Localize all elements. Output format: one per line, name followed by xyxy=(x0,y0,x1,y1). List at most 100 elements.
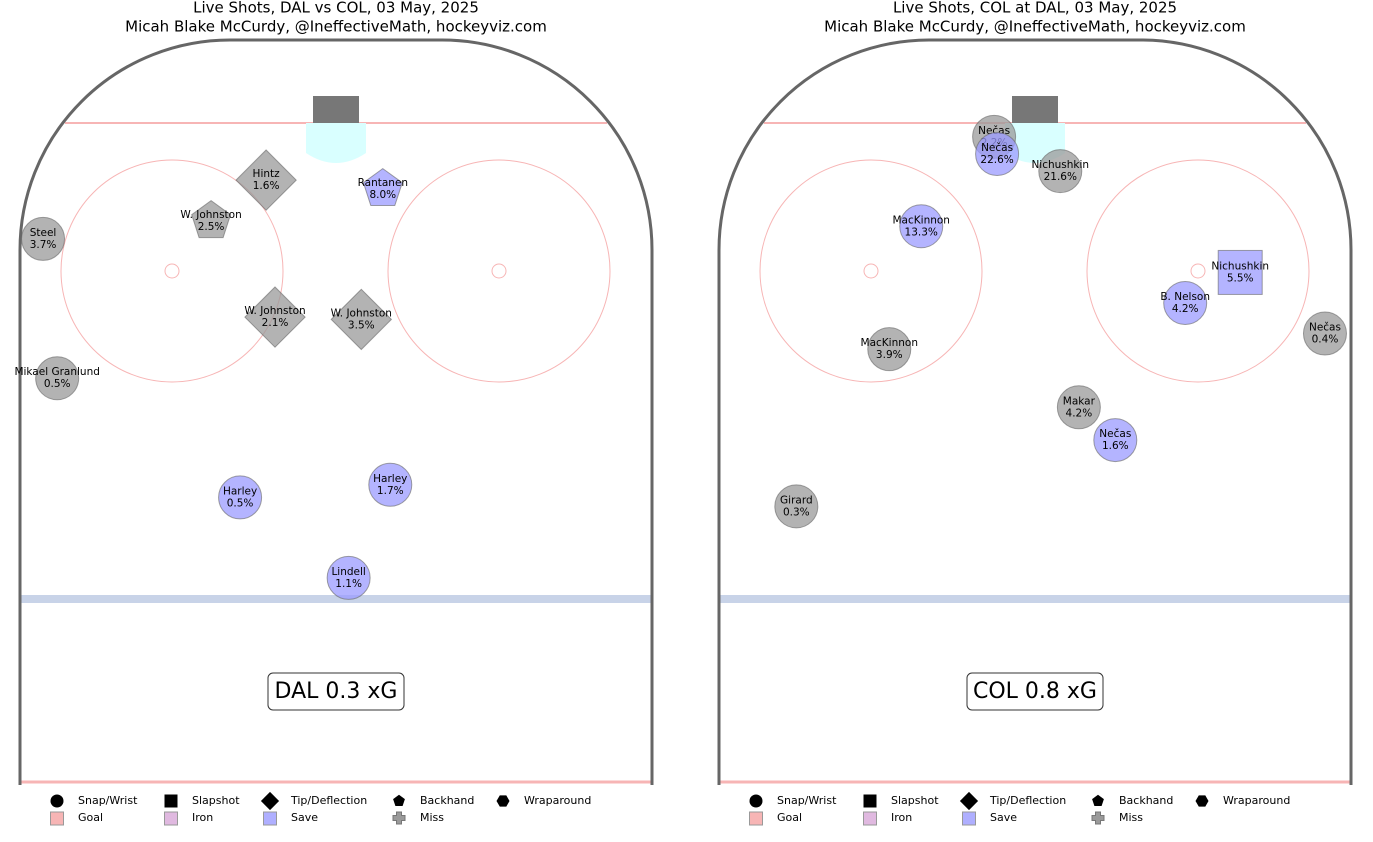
chart-title: Live Shots, DAL vs COL, 03 May, 2025 xyxy=(193,0,479,17)
faceoff-dot xyxy=(1190,263,1206,279)
shot-xg: 2.5% xyxy=(198,221,225,233)
legend-marker xyxy=(392,811,406,825)
shot-marker xyxy=(1056,385,1101,430)
shot-player: Mikael Granlund xyxy=(14,366,99,378)
shot-xg: 0.5% xyxy=(227,497,254,509)
legend-label: Slapshot xyxy=(192,794,240,807)
legend-label: Tip/Deflection xyxy=(290,794,367,807)
shot-player: W. Johnston xyxy=(244,305,305,317)
legend-marker xyxy=(1195,795,1209,807)
summary: DAL 0.3 xG xyxy=(275,679,398,704)
legend-label: Goal xyxy=(78,811,103,824)
shot-marker xyxy=(362,167,403,206)
shot-xg: 21.6% xyxy=(1044,171,1077,183)
faceoff-dot xyxy=(491,263,507,279)
legend-label: Wraparound xyxy=(524,794,591,807)
legend-label: Iron xyxy=(192,811,213,824)
shot-xg: 3.7% xyxy=(30,239,57,251)
shot-marker xyxy=(1163,280,1208,325)
faceoff-circle xyxy=(759,159,983,383)
legend-label: Backhand xyxy=(1119,794,1173,807)
panel: Live Shots, DAL vs COL, 03 May, 2025Mica… xyxy=(14,0,654,826)
shot-player: B. Nelson xyxy=(1160,291,1210,303)
shot-marker xyxy=(867,327,912,372)
shot-marker xyxy=(218,475,263,520)
shot-player: Nichushkin xyxy=(1031,159,1089,171)
shot-marker xyxy=(774,484,819,529)
shot-xg: 2.1% xyxy=(262,317,289,329)
faceoff-dot xyxy=(164,263,180,279)
summary-box xyxy=(966,672,1104,711)
chart-subtitle: Micah Blake McCurdy, @IneffectiveMath, h… xyxy=(125,18,547,36)
shot-marker xyxy=(1093,418,1138,463)
goal-net xyxy=(1012,96,1058,123)
shot-player: Lindell xyxy=(331,566,365,578)
shot-player: Rantanen xyxy=(358,177,408,189)
faceoff-circle xyxy=(60,159,284,383)
legend-label: Wraparound xyxy=(1223,794,1290,807)
legend-marker xyxy=(496,795,510,807)
legend-label: Snap/Wrist xyxy=(777,794,837,807)
shot-xg: 3.5% xyxy=(348,319,375,331)
shot-xg: 1.6% xyxy=(253,180,280,192)
shot-player: Hintz xyxy=(253,168,281,180)
shot-marker xyxy=(368,462,413,507)
legend-marker xyxy=(50,811,64,826)
shot-player: Nečas xyxy=(981,142,1013,154)
shot-xg: 13.3% xyxy=(905,226,938,238)
legend-marker xyxy=(749,794,763,808)
legend-marker xyxy=(962,811,976,826)
legend-marker xyxy=(164,811,178,826)
shot-xg: 0.5% xyxy=(44,378,71,390)
legend-label: Save xyxy=(990,811,1017,824)
shot-player: Girard xyxy=(780,494,813,506)
shot-marker xyxy=(235,149,297,211)
shot-xg: 1.1% xyxy=(335,578,362,590)
chart-subtitle: Micah Blake McCurdy, @IneffectiveMath, h… xyxy=(824,18,1246,36)
shot-xg: 22.6% xyxy=(980,154,1013,166)
legend-marker xyxy=(164,794,178,808)
shot-player: Steel xyxy=(30,227,57,239)
legend-label: Snap/Wrist xyxy=(78,794,138,807)
shot-xg: 4.2% xyxy=(1172,303,1199,315)
shot-marker xyxy=(326,555,371,600)
shot-marker xyxy=(35,356,80,401)
legend-marker xyxy=(1092,794,1104,806)
shot-xg: 3.9% xyxy=(876,349,903,361)
crease xyxy=(306,123,366,163)
legend-marker xyxy=(863,794,877,808)
shot-xg: 0.3% xyxy=(783,506,810,518)
shot-player: Nichushkin xyxy=(1211,260,1269,272)
shot-player: Nečas xyxy=(1099,428,1131,440)
boards xyxy=(717,38,1353,785)
faceoff-circle xyxy=(387,159,611,383)
legend-label: Goal xyxy=(777,811,802,824)
shot-marker xyxy=(244,286,306,348)
legend-label: Tip/Deflection xyxy=(989,794,1066,807)
shot-player: W. Johnston xyxy=(180,209,241,221)
legend-label: Slapshot xyxy=(891,794,939,807)
shot-xg: 0.4% xyxy=(1312,334,1339,346)
shot-marker xyxy=(899,204,944,249)
legend-marker xyxy=(1091,811,1105,825)
shot-player: MacKinnon xyxy=(893,214,950,226)
legend-marker xyxy=(260,791,280,811)
shot-xg: 4.2% xyxy=(1066,407,1093,419)
boards xyxy=(18,38,654,785)
shot-player: Makar xyxy=(1063,395,1096,407)
legend-marker xyxy=(50,794,64,808)
shot-player: MacKinnon xyxy=(861,337,918,349)
goal-net xyxy=(313,96,359,123)
shot-xg: 8.0% xyxy=(369,189,396,201)
legend-label: Miss xyxy=(1119,811,1143,824)
legend-marker xyxy=(749,811,763,826)
legend-marker xyxy=(393,794,405,806)
shot-player: Harley xyxy=(223,485,257,497)
shot-marker xyxy=(1217,249,1263,295)
blue-line xyxy=(719,595,1351,603)
shot-marker xyxy=(330,288,393,351)
legend-label: Miss xyxy=(420,811,444,824)
shot-xg: 5.5% xyxy=(1227,272,1254,284)
shot-player: Nečas xyxy=(1309,322,1341,334)
shot-player: Harley xyxy=(373,473,407,485)
